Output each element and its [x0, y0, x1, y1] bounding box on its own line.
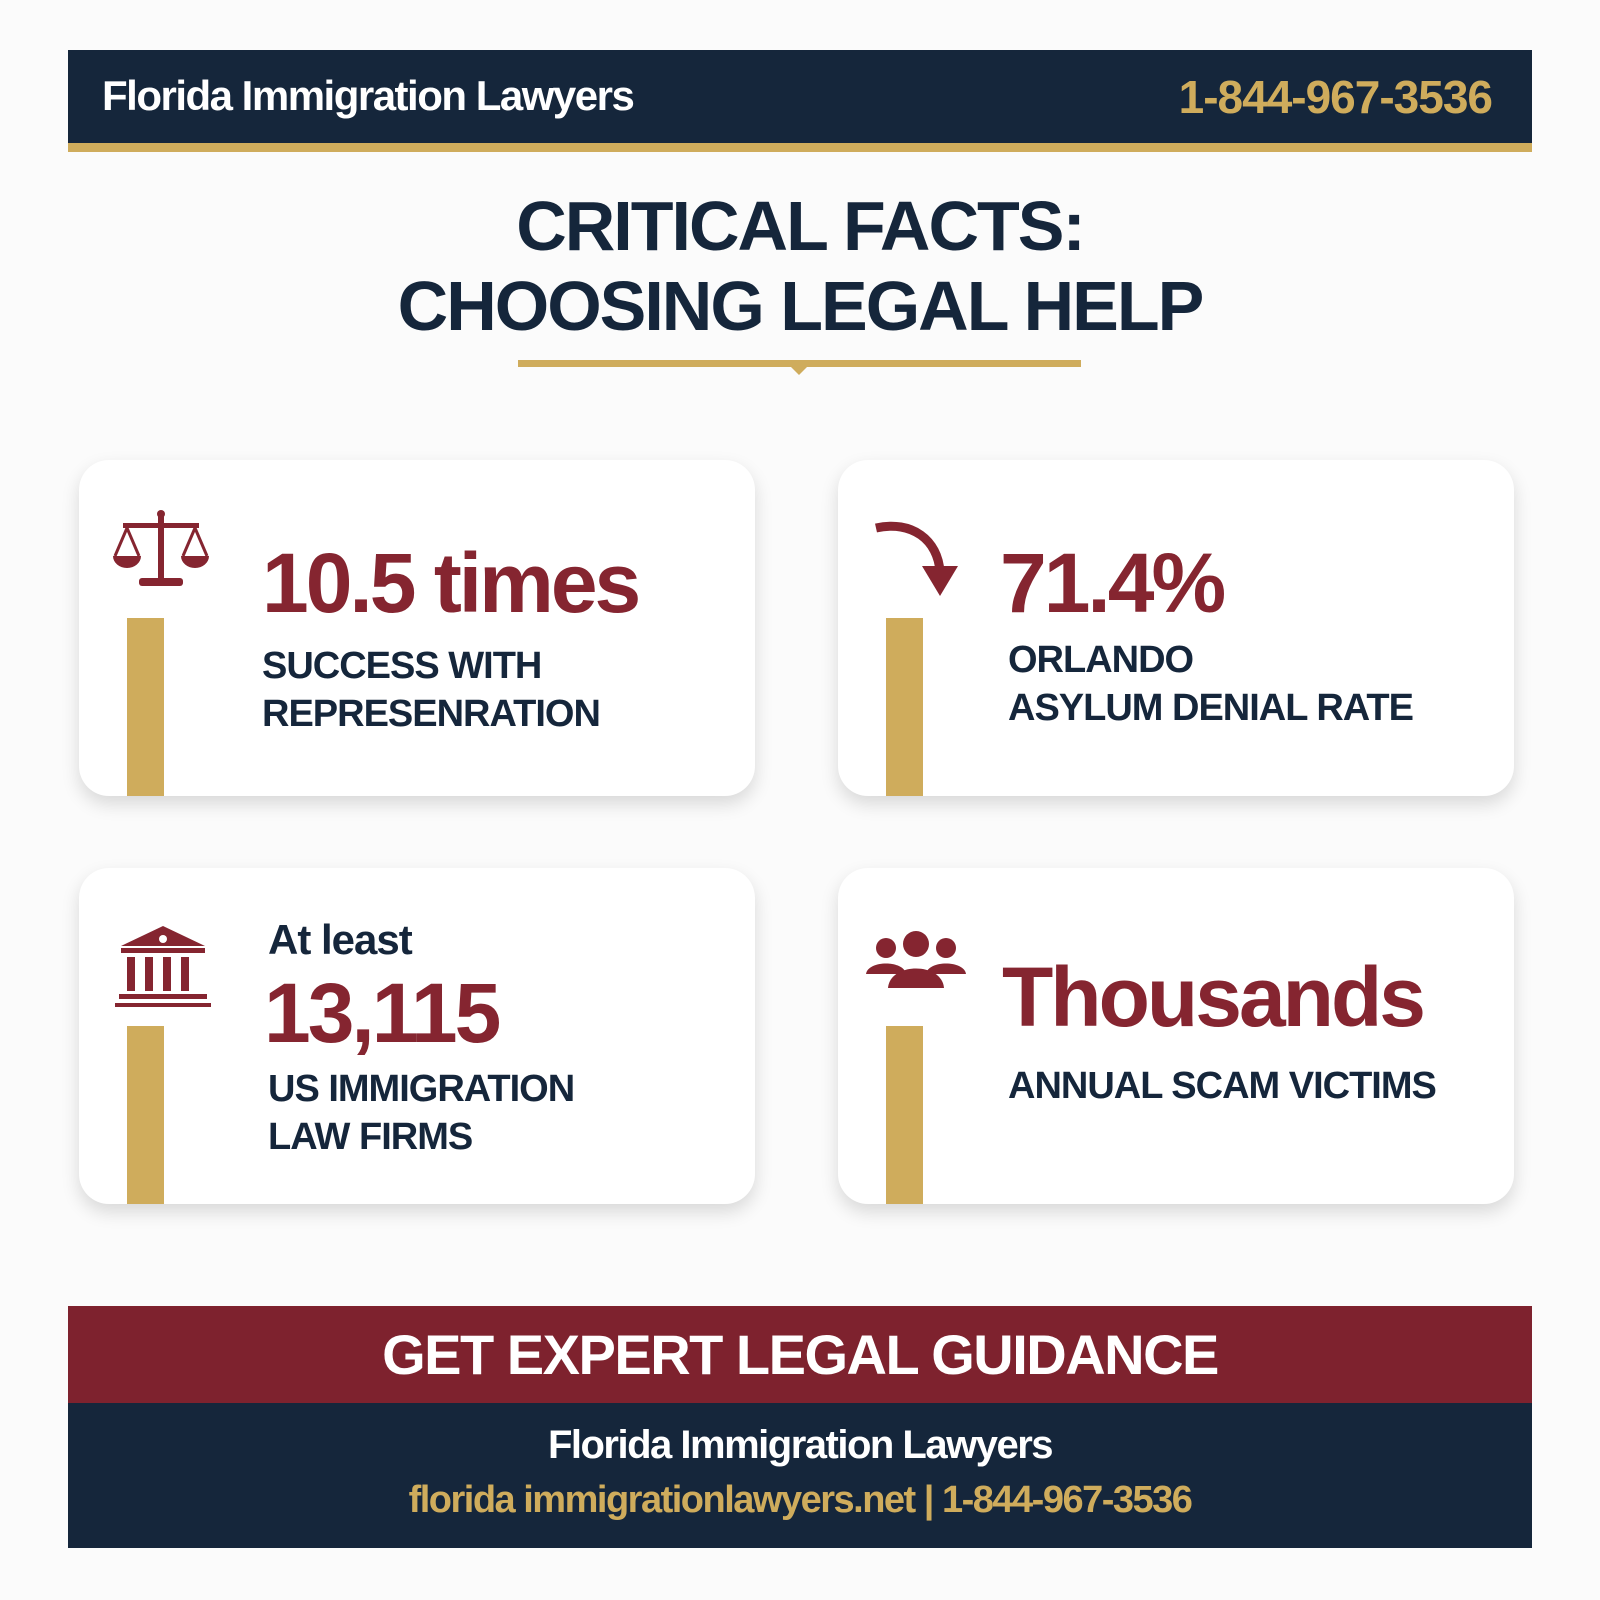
brand-name: Florida Immigration Lawyers	[102, 72, 635, 119]
fact-label-line1: ANNUAL SCAM VICTIMS	[1008, 1065, 1437, 1107]
fact-value: 71.4%	[1000, 536, 1226, 630]
fact-value: 13,115	[264, 966, 501, 1060]
header-gold-line	[68, 143, 1532, 152]
footer-contact: florida immigrationlawyers.net | 1-844-9…	[68, 1479, 1532, 1522]
people-group-icon	[866, 931, 966, 988]
footer-website-link[interactable]: florida immigrationlawyers.net	[408, 1479, 917, 1521]
fact-label-line2: REPRESENRATION	[262, 693, 601, 735]
curved-arrow-down-icon	[875, 521, 958, 596]
gold-accent-bar	[886, 1026, 923, 1204]
title-underline	[518, 360, 1081, 367]
footer-brand: Florida Immigration Lawyers	[547, 1423, 1054, 1467]
fact-label-line1: SUCCESS WITH	[262, 645, 542, 687]
fact-card-denial-rate: 71.4% ORLANDO ASYLUM DENIAL RATE	[838, 460, 1514, 796]
footer: Florida Immigration Lawyers florida immi…	[68, 1403, 1532, 1548]
fact-card-representation: 10.5 times SUCCESS WITH REPRESENRATION	[79, 460, 755, 796]
fact-label-line1: ORLANDO	[1008, 639, 1194, 681]
title-underline-caret	[790, 366, 808, 375]
page-title-line2: CHOOSING LEGAL HELP	[397, 267, 1205, 345]
gold-accent-bar	[886, 618, 923, 796]
header-bar: Florida Immigration Lawyers 1-844-967-35…	[68, 50, 1532, 143]
scales-of-justice-icon	[113, 510, 209, 586]
gold-accent-bar	[127, 618, 164, 796]
fact-label-line2: ASYLUM DENIAL RATE	[1008, 687, 1414, 729]
fact-prefix: At least	[268, 916, 413, 963]
cta-banner[interactable]: GET EXPERT LEGAL GUIDANCE	[68, 1306, 1532, 1403]
fact-card-law-firms: At least 13,115 US IMMIGRATION LAW FIRMS	[79, 868, 755, 1204]
courthouse-icon	[115, 926, 211, 1007]
fact-value: Thousands	[1002, 950, 1426, 1044]
fact-value: 10.5 times	[262, 536, 641, 630]
fact-label-line2: LAW FIRMS	[268, 1116, 473, 1158]
fact-label-line1: US IMMIGRATION	[268, 1068, 575, 1110]
header-phone[interactable]: 1-844-967-3536	[1178, 71, 1493, 123]
fact-card-scam-victims: Thousands ANNUAL SCAM VICTIMS	[838, 868, 1514, 1204]
footer-phone[interactable]: 1-844-967-3536	[941, 1479, 1193, 1521]
footer-separator: |	[923, 1479, 935, 1521]
page-title-line1: CRITICAL FACTS:	[516, 187, 1086, 265]
gold-accent-bar	[127, 1026, 164, 1204]
